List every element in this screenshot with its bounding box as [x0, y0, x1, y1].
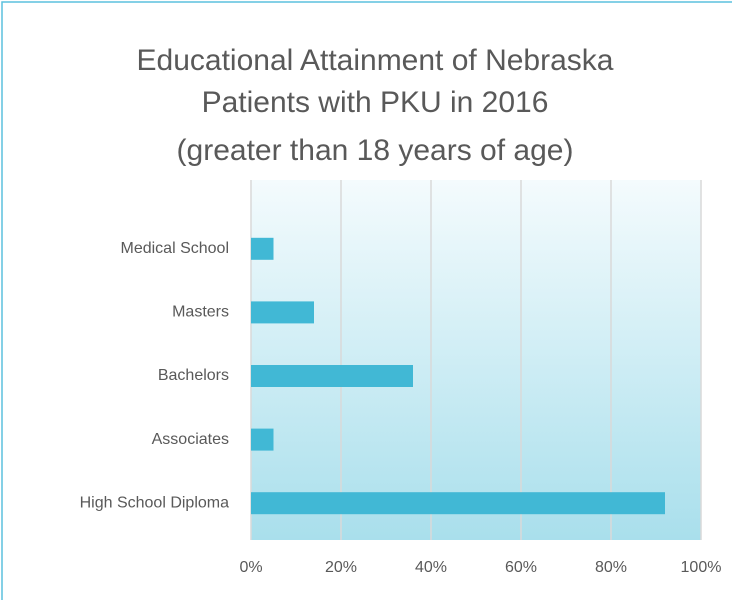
x-tick-label: 100% [681, 559, 722, 576]
x-tick-label: 0% [239, 559, 262, 576]
chart-subtitle: (greater than 18 years of age) [176, 134, 574, 167]
plot-area [251, 180, 701, 540]
chart-title: Educational Attainment of Nebraska Patie… [136, 44, 614, 119]
y-tick-label: Bachelors [158, 367, 229, 384]
y-tick-label: High School Diploma [80, 494, 230, 511]
bar [251, 365, 413, 387]
x-tick-label: 40% [415, 559, 447, 576]
x-tick-label: 80% [595, 559, 627, 576]
x-tick-label: 20% [325, 559, 357, 576]
bar [251, 428, 274, 451]
bar [251, 237, 274, 260]
y-tick-label: Medical School [121, 240, 230, 257]
bar [251, 301, 314, 324]
y-tick-label: Masters [172, 304, 229, 321]
y-tick-label: Associates [152, 431, 229, 448]
bar [251, 492, 665, 515]
x-tick-label: 60% [505, 559, 537, 576]
